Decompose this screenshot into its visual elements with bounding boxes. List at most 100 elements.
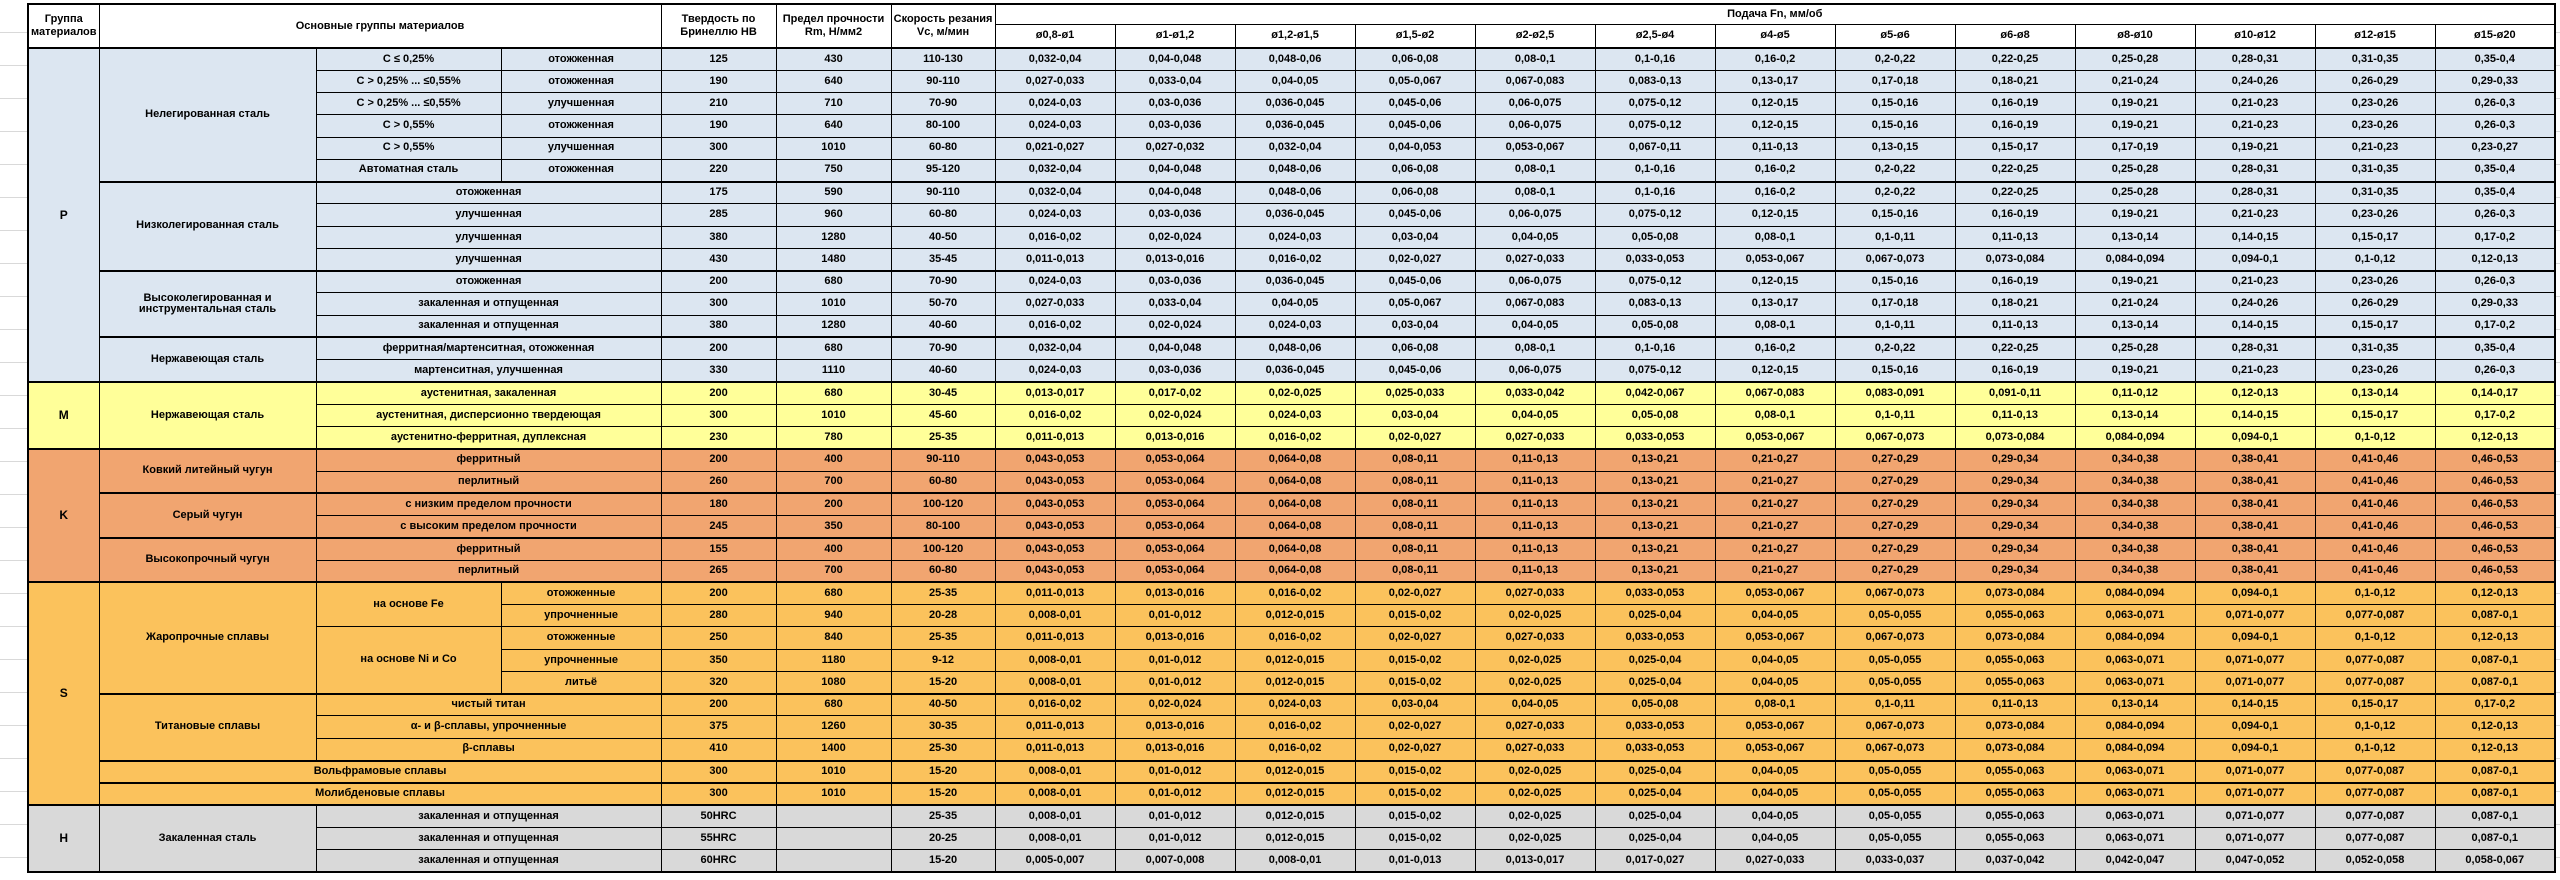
header-feed-diameter[interactable]: ø8-ø10 [2074,23,2196,49]
feed-cell[interactable]: 0,02-0,024 [1114,403,1236,428]
feed-cell[interactable]: 0,045-0,06 [1354,92,1476,116]
feed-cell[interactable]: 0,063-0,071 [2074,826,2196,851]
feed-cell[interactable]: 0,067-0,073 [1834,247,1956,272]
feed-cell[interactable]: 0,071-0,077 [2194,759,2316,784]
feed-cell[interactable]: 0,053-0,064 [1114,492,1236,517]
feed-cell[interactable]: 0,063-0,071 [2074,781,2196,806]
feed-cell[interactable]: 0,083-0,091 [1834,380,1956,405]
feed-cell[interactable]: 0,26-0,29 [2314,292,2436,316]
material-cell[interactable]: закаленная и отпущенная [315,826,662,851]
feed-cell[interactable]: 0,11-0,13 [1474,536,1596,561]
feed-cell[interactable]: 0,015-0,02 [1354,604,1476,628]
feed-cell[interactable]: 0,16-0,19 [1954,269,2076,294]
material-cell[interactable]: улучшенная [315,247,662,272]
feed-cell[interactable]: 0,053-0,067 [1714,426,1836,450]
feed-cell[interactable]: 0,075-0,12 [1594,114,1716,138]
feed-cell[interactable]: 0,24-0,26 [2194,292,2316,316]
header-feed-diameter[interactable]: ø10-ø12 [2194,23,2316,49]
feed-cell[interactable]: 0,15-0,17 [2314,314,2436,338]
speed-cell[interactable]: 20-28 [890,604,996,628]
material-cell[interactable]: C ≤ 0,25% [315,46,502,71]
hardness-cell[interactable]: 200 [660,269,777,294]
speed-cell[interactable]: 70-90 [890,92,996,116]
feed-cell[interactable]: 0,22-0,25 [1954,180,2076,205]
speed-cell[interactable]: 25-35 [890,581,996,606]
material-cell[interactable]: Вольфрамовые сплавы [98,759,662,784]
feed-cell[interactable]: 0,053-0,067 [1474,136,1596,160]
feed-cell[interactable]: 0,036-0,045 [1234,359,1356,383]
feed-cell[interactable]: 0,013-0,016 [1114,737,1236,762]
feed-cell[interactable]: 0,075-0,12 [1594,92,1716,116]
feed-cell[interactable]: 0,064-0,08 [1234,515,1356,539]
feed-cell[interactable]: 0,013-0,016 [1114,247,1236,272]
strength-cell[interactable]: 680 [775,336,892,361]
feed-cell[interactable]: 0,38-0,41 [2194,447,2316,472]
feed-cell[interactable]: 0,084-0,094 [2074,715,2196,739]
feed-cell[interactable]: 0,18-0,21 [1954,69,2076,94]
speed-cell[interactable]: 40-50 [890,692,996,717]
material-cell[interactable]: перлитный [315,470,662,494]
feed-cell[interactable]: 0,01-0,012 [1114,826,1236,851]
feed-cell[interactable]: 0,35-0,4 [2434,158,2556,183]
feed-cell[interactable]: 0,015-0,02 [1354,648,1476,672]
feed-cell[interactable]: 0,087-0,1 [2434,781,2556,806]
strength-cell[interactable]: 1480 [775,247,892,272]
feed-cell[interactable]: 0,21-0,23 [2194,114,2316,138]
material-cell[interactable]: отожженная [315,180,662,205]
feed-cell[interactable]: 0,032-0,04 [994,158,1116,183]
feed-cell[interactable]: 0,036-0,045 [1234,92,1356,116]
feed-cell[interactable]: 0,1-0,12 [2314,581,2436,606]
feed-cell[interactable]: 0,067-0,083 [1474,69,1596,94]
feed-cell[interactable]: 0,24-0,26 [2194,69,2316,94]
feed-cell[interactable]: 0,042-0,047 [2074,849,2196,873]
feed-cell[interactable]: 0,11-0,13 [1714,136,1836,160]
feed-cell[interactable]: 0,075-0,12 [1594,269,1716,294]
feed-cell[interactable]: 0,06-0,075 [1474,269,1596,294]
feed-cell[interactable]: 0,016-0,02 [1234,426,1356,450]
hardness-cell[interactable]: 210 [660,92,777,116]
material-cell[interactable]: Нержавеющая сталь [98,336,317,383]
hardness-cell[interactable]: 220 [660,158,777,183]
feed-cell[interactable]: 0,1-0,16 [1594,46,1716,71]
material-cell[interactable]: Нелегированная сталь [98,47,317,183]
feed-cell[interactable]: 0,34-0,38 [2074,492,2196,517]
feed-cell[interactable]: 0,27-0,29 [1834,515,1956,539]
material-cell[interactable]: чистый титан [315,692,662,717]
speed-cell[interactable]: 25-35 [890,626,996,650]
feed-cell[interactable]: 0,11-0,13 [1474,492,1596,517]
speed-cell[interactable]: 15-20 [890,670,996,695]
feed-cell[interactable]: 0,41-0,46 [2314,492,2436,517]
feed-cell[interactable]: 0,053-0,067 [1714,247,1836,272]
speed-cell[interactable]: 60-80 [890,559,996,583]
hardness-cell[interactable]: 230 [660,426,777,450]
material-cell[interactable]: улучшенная [500,136,662,160]
feed-cell[interactable]: 0,12-0,13 [2434,581,2556,606]
feed-cell[interactable]: 0,13-0,21 [1594,447,1716,472]
feed-cell[interactable]: 0,03-0,04 [1354,403,1476,428]
feed-cell[interactable]: 0,41-0,46 [2314,470,2436,494]
feed-cell[interactable]: 0,013-0,016 [1114,715,1236,739]
feed-cell[interactable]: 0,2-0,22 [1834,336,1956,361]
speed-cell[interactable]: 70-90 [890,269,996,294]
feed-cell[interactable]: 0,024-0,03 [994,269,1116,294]
feed-cell[interactable]: 0,03-0,036 [1114,203,1236,227]
feed-cell[interactable]: 0,067-0,073 [1834,581,1956,606]
feed-cell[interactable]: 0,063-0,071 [2074,759,2196,784]
feed-cell[interactable]: 0,024-0,03 [994,114,1116,138]
feed-cell[interactable]: 0,02-0,027 [1354,426,1476,450]
feed-cell[interactable]: 0,011-0,013 [994,626,1116,650]
feed-cell[interactable]: 0,31-0,35 [2314,158,2436,183]
feed-cell[interactable]: 0,08-0,1 [1474,180,1596,205]
feed-cell[interactable]: 0,46-0,53 [2434,559,2556,583]
feed-cell[interactable]: 0,02-0,027 [1354,626,1476,650]
feed-cell[interactable]: 0,12-0,13 [2194,380,2316,405]
feed-cell[interactable]: 0,055-0,063 [1954,604,2076,628]
feed-cell[interactable]: 0,13-0,14 [2074,225,2196,249]
speed-cell[interactable]: 110-130 [890,46,996,71]
feed-cell[interactable]: 0,13-0,21 [1594,536,1716,561]
feed-cell[interactable]: 0,12-0,15 [1714,92,1836,116]
feed-cell[interactable]: 0,04-0,05 [1234,69,1356,94]
feed-cell[interactable]: 0,094-0,1 [2194,247,2316,272]
feed-cell[interactable]: 0,11-0,12 [2074,380,2196,405]
feed-cell[interactable]: 0,02-0,025 [1474,604,1596,628]
